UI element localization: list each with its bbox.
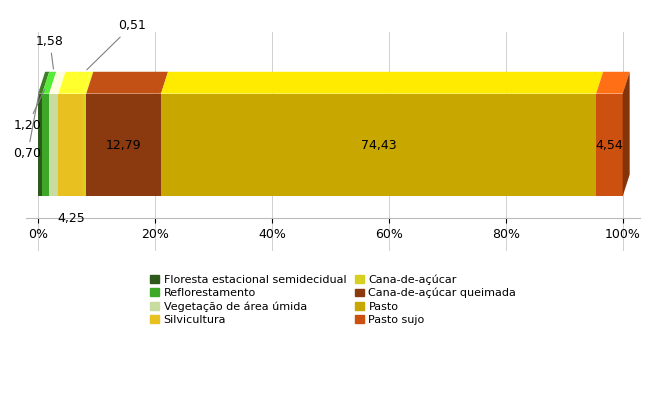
Bar [86,94,161,196]
Polygon shape [161,72,603,94]
Bar [50,94,59,196]
Bar [161,94,596,196]
Text: 1,20: 1,20 [14,90,44,132]
Polygon shape [86,72,168,94]
Polygon shape [42,72,56,94]
Text: 74,43: 74,43 [361,139,397,151]
Text: 4,54: 4,54 [595,139,623,151]
Bar [596,94,622,196]
Text: 0,70: 0,70 [14,90,42,160]
Bar [38,94,42,196]
Bar [59,94,83,196]
Text: 12,79: 12,79 [106,139,141,151]
Bar [83,94,86,196]
Text: 1,58: 1,58 [36,35,64,69]
Polygon shape [622,72,630,196]
Text: 0,51: 0,51 [86,19,146,70]
Polygon shape [50,72,65,94]
Legend: Floresta estacional semidecidual, Reflorestamento, Vegetação de área úmida, Silv: Floresta estacional semidecidual, Reflor… [150,274,516,325]
Polygon shape [596,72,630,94]
Polygon shape [38,72,50,94]
Bar [42,94,50,196]
Polygon shape [83,72,93,94]
Text: 4,25: 4,25 [57,212,84,225]
Polygon shape [59,72,90,94]
